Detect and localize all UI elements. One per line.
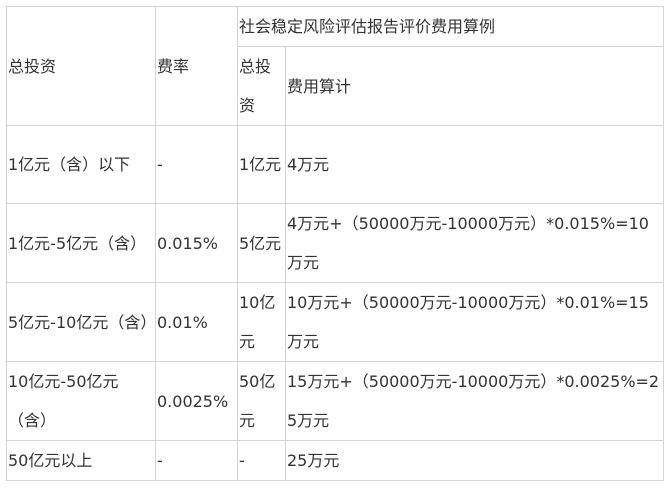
table-row: 5亿元-10亿元（含） 0.01% 10亿元 10万元+（50000万元-10000万… [6, 282, 665, 362]
table-cell: 10亿元-50亿元（含） [6, 361, 156, 441]
table-cell: 50亿元 [237, 361, 286, 441]
table-cell: - [237, 440, 286, 481]
table-row: 1亿元（含）以下 -1亿元 4万元 [6, 125, 665, 204]
table-cell: 1亿元 [237, 125, 286, 204]
header-cell: 总投资 [237, 46, 286, 126]
table-cell: 1亿元（含）以下 [6, 125, 156, 204]
header-cell: 费用算计 [284, 46, 665, 126]
table-cell: - [155, 440, 238, 481]
table-cell: 10万元+（50000万元-10000万元）*0.01%=15万元 [284, 282, 665, 362]
table-cell: 15万元+（50000万元-10000万元）*0.0025%=25万元 [284, 361, 665, 441]
header-cell: 费率 [155, 6, 238, 126]
header-cell: 总投资 [6, 6, 156, 126]
table-cell: 0.015% [155, 203, 238, 283]
table-cell: 0.0025% [155, 361, 238, 441]
table-row: 10亿元-50亿元（含） 0.0025% 50亿元 15万元+（50000万元-100… [6, 361, 665, 441]
table-row: 50亿元以上 - -25万元 [6, 440, 665, 481]
table-title: 社会稳定风险评估报告评价费用算例 [236, 6, 665, 47]
fee-table: 总投资 费率 社会稳定风险评估报告评价费用算例 总投资 费用算计 1亿元（含）以… [6, 6, 665, 481]
table-cell: 25万元 [284, 440, 665, 481]
table-cell: 5亿元 [237, 203, 286, 283]
table-cell: 10亿元 [237, 282, 286, 362]
table-cell: - [155, 125, 238, 204]
table-cell: 1亿元-5亿元（含） [6, 203, 156, 283]
table-cell: 0.01% [155, 282, 238, 362]
table-cell: 5亿元-10亿元（含） [6, 282, 156, 362]
table-cell: 4万元+（50000万元-10000万元）*0.015%=10万元 [284, 203, 665, 283]
table-cell: 50亿元以上 [6, 440, 156, 481]
table-body: 1亿元（含）以下 -1亿元 4万元 1亿元-5亿元（含） 0.015% 5亿元 4万元+（5… [6, 125, 665, 481]
header-row: 总投资 费率 社会稳定风险评估报告评价费用算例 [6, 6, 665, 126]
table-cell: 4万元 [284, 125, 665, 204]
header-row: 总投资 费用算计 [7, 46, 665, 126]
table-row: 1亿元-5亿元（含） 0.015% 5亿元 4万元+（50000万元-10000万元）… [6, 203, 665, 283]
